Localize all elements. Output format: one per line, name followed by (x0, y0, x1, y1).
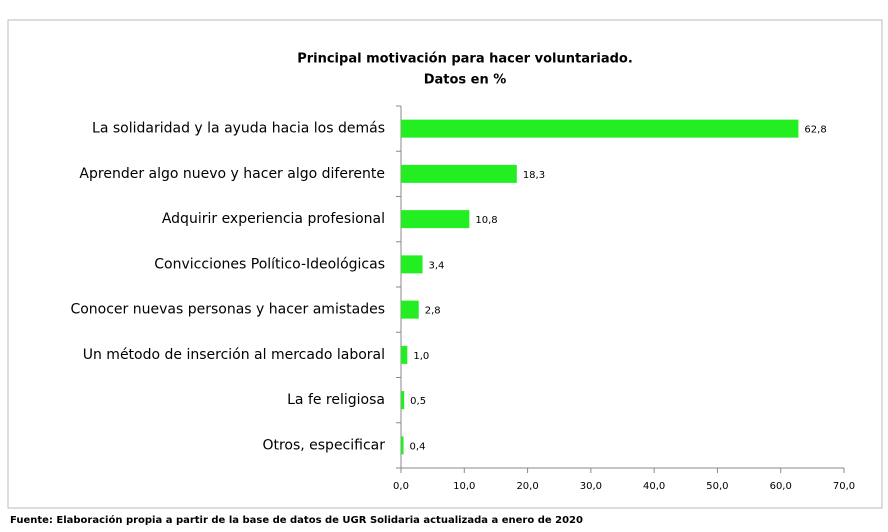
x-tick-label: 60,0 (770, 481, 792, 492)
chart-title: Principal motivación para hacer voluntar… (297, 52, 633, 67)
y-tick-label: Un método de inserción al mercado labora… (83, 347, 385, 363)
value-label: 0,4 (410, 441, 426, 452)
value-label: 2,8 (425, 306, 441, 317)
y-tick-label: Adquirir experiencia profesional (162, 211, 385, 227)
x-tick-label: 40,0 (643, 481, 665, 492)
bar (401, 255, 423, 274)
bar (401, 345, 408, 364)
bar (401, 210, 470, 229)
value-label: 18,3 (523, 170, 545, 181)
y-tick-label: La solidaridad y la ayuda hacia los demá… (92, 121, 385, 137)
x-tick-label: 70,0 (833, 481, 855, 492)
y-tick-label: La fe religiosa (287, 392, 385, 408)
y-tick-label: Convicciones Político-Ideológicas (154, 256, 385, 272)
x-tick-label: 30,0 (580, 481, 602, 492)
value-label: 3,4 (429, 260, 445, 271)
value-label: 1,0 (413, 351, 429, 362)
value-label: 62,8 (804, 125, 826, 136)
value-label: 0,5 (410, 396, 426, 407)
bar (401, 391, 405, 410)
y-tick-label: Conocer nuevas personas y hacer amistade… (70, 302, 385, 318)
y-tick-label: Otros, especificar (262, 437, 385, 453)
y-tick-label: Aprender algo nuevo y hacer algo diferen… (79, 166, 385, 182)
chart-subtitle: Datos en % (424, 73, 507, 88)
bar (401, 119, 799, 138)
chart-frame (7, 19, 883, 509)
source-note: Fuente: Elaboración propia a partir de l… (10, 514, 583, 526)
bar (401, 300, 419, 319)
x-tick-label: 50,0 (706, 481, 728, 492)
bar (401, 436, 404, 455)
x-tick-label: 0,0 (393, 481, 409, 492)
bar (401, 164, 517, 183)
value-label: 10,8 (475, 215, 497, 226)
x-tick-label: 20,0 (516, 481, 538, 492)
x-tick-label: 10,0 (453, 481, 475, 492)
